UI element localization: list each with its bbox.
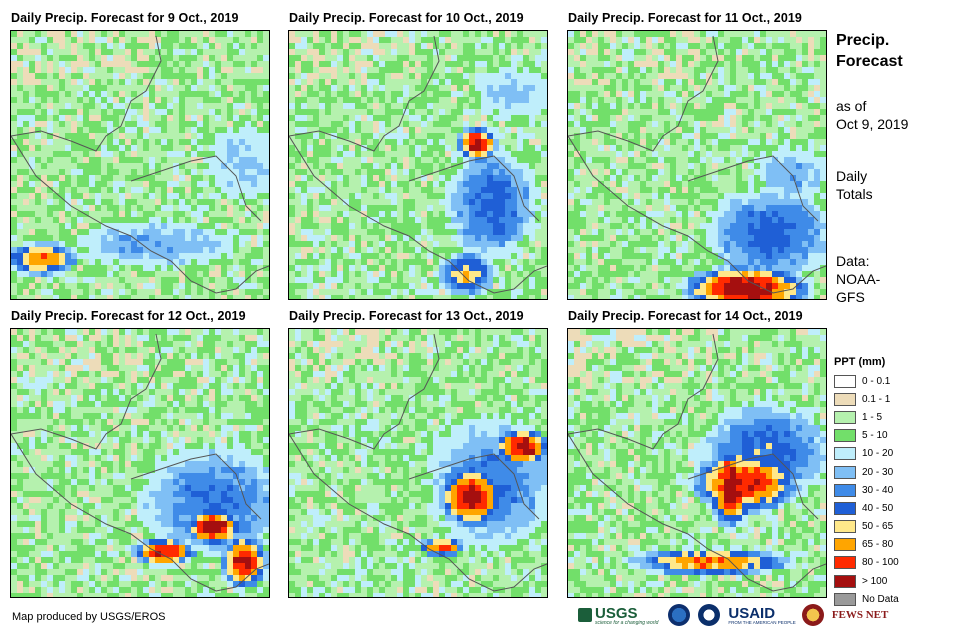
usaid-logo: USAID FROM THE AMERICAN PEOPLE — [728, 605, 795, 625]
legend-label: 30 - 40 — [862, 484, 894, 496]
forecast-heading-line1: Precip. — [836, 32, 890, 49]
map-title-oct13: Daily Precip. Forecast for 13 Oct., 2019 — [289, 309, 524, 323]
legend-label: 5 - 10 — [862, 430, 888, 442]
as-of-value: Oct 9, 2019 — [836, 116, 909, 132]
legend-swatch — [834, 374, 856, 388]
usgs-logo: USGS science for a changing world — [578, 605, 658, 626]
legend-row: 80 - 100 — [834, 554, 899, 572]
precip-map-oct13 — [289, 329, 547, 597]
as-of-date: as of Oct 9, 2019 — [836, 97, 908, 133]
coastline — [568, 333, 826, 592]
logo-strip: USGS science for a changing world USAID FR… — [578, 600, 888, 630]
legend-row: 20 - 30 — [834, 463, 899, 481]
precip-map-oct9 — [11, 31, 269, 299]
legend-swatch — [834, 392, 856, 406]
coastline — [289, 333, 547, 592]
usgs-mark-icon — [578, 608, 592, 622]
legend-label: 0.1 - 1 — [862, 393, 891, 405]
legend-swatch — [834, 410, 856, 424]
legend-label: 80 - 100 — [862, 557, 899, 569]
noaa-seal-icon — [668, 604, 691, 626]
totals-line1: Daily — [836, 168, 868, 184]
coastline — [11, 333, 269, 592]
legend-label: 40 - 50 — [862, 502, 894, 514]
legend-label: No Data — [862, 593, 899, 605]
precip-map-oct10 — [289, 31, 547, 299]
map-title-oct14: Daily Precip. Forecast for 14 Oct., 2019 — [568, 309, 803, 323]
usaid-logo-text: USAID — [728, 605, 776, 622]
legend-row: 50 - 65 — [834, 518, 899, 536]
fewsnet-logo: FEWS NET — [831, 609, 889, 621]
data-source-line1: Data: — [836, 253, 870, 269]
ppt-legend: PPT (mm) 0 - 0.1 0.1 - 1 1 - 5 5 - 10 10 - 2… — [834, 356, 899, 608]
legend-row: No Data — [834, 590, 899, 608]
fewsnet-seal-icon — [801, 604, 824, 626]
usgs-logo-text: USGS — [595, 604, 638, 622]
map-panel-oct12 — [10, 328, 270, 598]
legend-swatch — [834, 447, 856, 461]
forecast-heading-line2: Forecast — [836, 53, 903, 70]
legend-swatch — [834, 520, 856, 534]
legend-swatch — [834, 592, 856, 606]
map-panel-oct10 — [288, 30, 548, 300]
totals-note: Daily Totals — [836, 167, 873, 203]
legend-label: 65 - 80 — [862, 539, 894, 551]
map-title-oct12: Daily Precip. Forecast for 12 Oct., 2019 — [11, 309, 246, 323]
data-source-line3: GFS — [836, 289, 865, 305]
precip-map-oct14 — [568, 329, 826, 597]
map-title-oct11: Daily Precip. Forecast for 11 Oct., 2019 — [568, 11, 802, 25]
legend-swatch — [834, 465, 856, 479]
legend-swatch — [834, 556, 856, 570]
coastline — [289, 35, 547, 294]
map-panel-oct9 — [10, 30, 270, 300]
legend-title: PPT (mm) — [834, 356, 886, 368]
as-of-label: as of — [836, 98, 867, 114]
precip-map-oct12 — [11, 329, 269, 597]
map-title-oct9: Daily Precip. Forecast for 9 Oct., 2019 — [11, 11, 239, 25]
legend-label: 0 - 0.1 — [862, 375, 891, 387]
legend-row: 5 - 10 — [834, 427, 899, 445]
legend-row: > 100 — [834, 572, 899, 590]
forecast-heading: Precip. Forecast — [836, 30, 903, 72]
legend-label: 1 - 5 — [862, 411, 883, 423]
legend-swatch — [834, 501, 856, 515]
map-credit: Map produced by USGS/EROS — [12, 611, 166, 623]
map-panel-oct14 — [567, 328, 827, 598]
legend-label: 50 - 65 — [862, 521, 894, 533]
legend-row: 40 - 50 — [834, 499, 899, 517]
map-panel-oct11 — [567, 30, 827, 300]
legend-row: 0 - 0.1 — [834, 372, 899, 390]
usaid-seal-icon — [698, 604, 721, 626]
legend-row: 0.1 - 1 — [834, 390, 899, 408]
coastline — [568, 35, 826, 294]
map-title-oct10: Daily Precip. Forecast for 10 Oct., 2019 — [289, 11, 524, 25]
map-panel-oct13 — [288, 328, 548, 598]
precip-map-oct11 — [568, 31, 826, 299]
legend-row: 1 - 5 — [834, 408, 899, 426]
legend-row: 10 - 20 — [834, 445, 899, 463]
data-source-line2: NOAA- — [836, 271, 881, 287]
legend-label: 20 - 30 — [862, 466, 894, 478]
data-source: Data: NOAA- GFS — [836, 252, 880, 306]
legend-swatch — [834, 574, 856, 588]
totals-line2: Totals — [836, 186, 873, 202]
legend-row: 65 - 80 — [834, 536, 899, 554]
legend-swatch — [834, 483, 856, 497]
legend-swatch — [834, 429, 856, 443]
legend-swatch — [834, 538, 856, 552]
legend-label: > 100 — [862, 575, 888, 587]
legend-row: 30 - 40 — [834, 481, 899, 499]
usaid-tagline: FROM THE AMERICAN PEOPLE — [728, 620, 796, 625]
usgs-tagline: science for a changing world — [595, 619, 659, 626]
legend-label: 10 - 20 — [862, 448, 894, 460]
coastline — [11, 35, 269, 294]
